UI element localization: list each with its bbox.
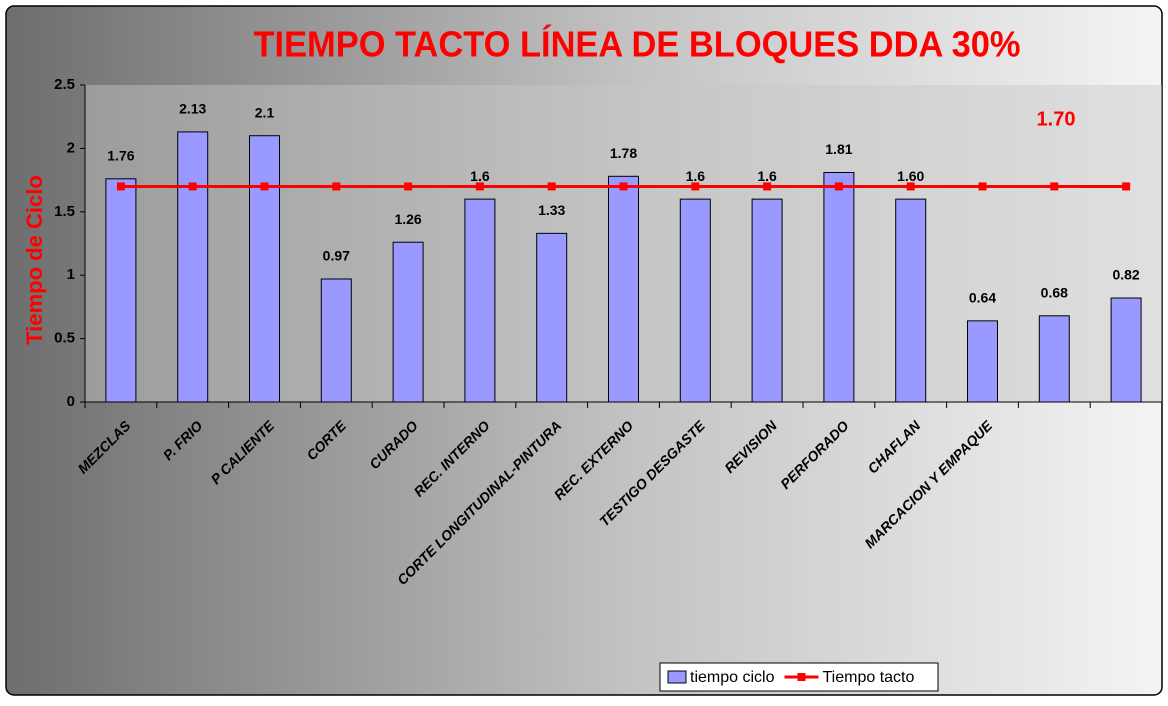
data-label: 0.82 [1112,267,1139,283]
line-marker [332,182,341,191]
bar [679,198,711,403]
legend-swatch [667,670,687,684]
bar [464,198,496,403]
line-marker [906,182,915,191]
data-label: 1.78 [610,145,637,161]
line-marker [116,182,125,191]
chart-title: TIEMPO TACTO LÍNEA DE BLOQUES DDA 30% [254,24,1021,65]
y-tick-label: 1 [67,266,75,283]
annotation: 1.70 [1037,108,1076,130]
data-label: 1.6 [686,168,706,184]
y-axis-title: Tiempo de Ciclo [22,175,47,345]
data-label: 1.33 [538,202,565,218]
data-label: 0.64 [969,290,996,306]
line-marker [547,182,556,191]
line-marker [619,182,628,191]
line-marker [188,182,197,191]
data-label: 1.6 [757,168,777,184]
legend-label: Tiempo tacto [822,669,914,686]
y-tick-label: 0 [67,393,75,410]
bar [320,278,352,403]
bar [895,198,927,403]
line-marker [404,182,413,191]
data-label: 1.76 [107,148,134,164]
line-marker [834,182,843,191]
data-label: 0.97 [323,248,350,264]
data-label: 1.81 [825,141,852,157]
line-marker [475,182,484,191]
data-label: 2.1 [255,104,275,120]
y-tick-label: 1.5 [54,203,75,220]
bar [249,135,280,403]
y-tick-label: 0.5 [54,330,75,347]
legend-swatch [797,673,806,681]
chart-frame [5,5,1163,696]
bar [177,131,209,403]
bar [608,175,639,403]
line-marker [260,182,269,191]
bar [751,198,783,403]
y-tick-label: 2.5 [54,76,75,93]
line-marker [691,182,700,191]
data-label: 1.26 [394,211,421,227]
bar [392,241,424,403]
data-label: 2.13 [179,101,206,117]
data-label: 0.68 [1041,284,1068,300]
line-marker [978,182,987,191]
bar [1038,315,1070,403]
legend-label: tiempo ciclo [690,669,775,686]
data-label: 1.6 [470,168,490,184]
bar [105,178,137,403]
bar [536,232,568,403]
line-marker [1050,182,1059,191]
bar [1110,297,1142,403]
y-tick-label: 2 [67,139,75,156]
bar [967,320,998,403]
data-label: 1.60 [897,168,924,184]
line-marker [763,182,772,191]
line-marker [1122,182,1131,191]
bar [823,171,855,403]
